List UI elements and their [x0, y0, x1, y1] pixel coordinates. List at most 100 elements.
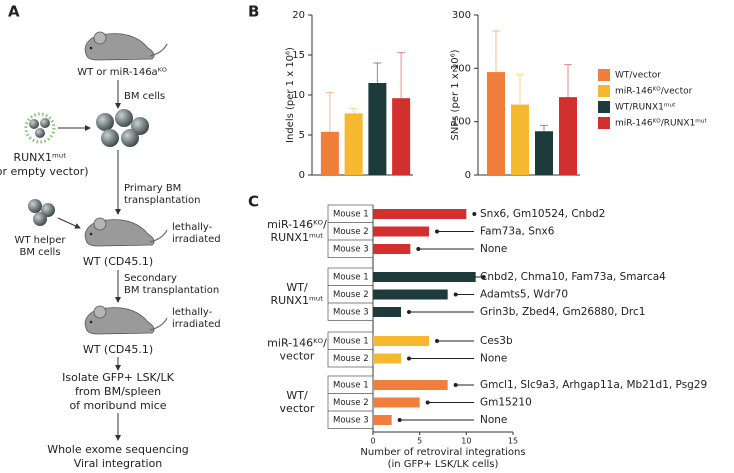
- gene-list: Adamts5, Wdr70: [480, 289, 568, 301]
- gene-list: Gm15210: [480, 397, 532, 409]
- gene-list: Snx6, Gm10524, Cnbd2: [480, 208, 605, 220]
- label: WT helper: [14, 235, 66, 246]
- group-label: WT/: [286, 281, 308, 294]
- group-label: RUNX1ᵐᵘᵗ: [270, 294, 323, 307]
- mouse-label: Mouse 1: [333, 210, 369, 220]
- y-tick-label: 200: [452, 63, 471, 74]
- x-tick-label: 15: [508, 437, 518, 446]
- bar: [373, 380, 448, 390]
- bar: [373, 209, 467, 219]
- bar: [373, 226, 429, 237]
- y-tick-label: 15: [292, 50, 305, 61]
- label: from BM/spleen: [75, 385, 161, 398]
- bar: [373, 336, 429, 346]
- bar: [535, 131, 553, 175]
- mouse-label: Mouse 2: [333, 398, 369, 408]
- label: Whole exome sequencing: [47, 443, 189, 456]
- legend-swatch: [598, 101, 610, 113]
- label: irradiated: [172, 319, 221, 330]
- mouse-label: Mouse 1: [333, 337, 369, 347]
- legend-label: miR-146ᴷᴼ/RUNX1ᵐᵘᵗ: [615, 119, 708, 129]
- x-axis-label: (in GFP+ LSK/LK cells): [388, 459, 499, 470]
- label: BM cells: [19, 247, 60, 258]
- label: Viral integration: [74, 457, 163, 470]
- label: WT or miR-146aᴷᴼ: [77, 67, 167, 78]
- mouse-label: Mouse 1: [333, 273, 369, 283]
- bar: [373, 307, 401, 317]
- virus-cells: [24, 112, 56, 144]
- panel-label: B: [248, 3, 259, 21]
- y-tick-label: 0: [299, 170, 305, 181]
- x-tick-label: 5: [417, 437, 422, 446]
- bar: [373, 353, 401, 364]
- x-tick-label: 10: [461, 437, 471, 446]
- mouse-label: Mouse 2: [333, 290, 369, 300]
- label: of moribund mice: [69, 399, 166, 412]
- mouse-label: Mouse 1: [333, 381, 369, 391]
- group-label: vector: [280, 349, 315, 362]
- label: (or empty vector): [0, 165, 89, 178]
- y-tick-label: 10: [292, 90, 305, 101]
- bar: [392, 98, 411, 175]
- label: lethally-: [172, 222, 213, 233]
- group-label: miR-146ᴷᴼ/: [267, 218, 327, 231]
- bar: [368, 83, 387, 175]
- mouse-label: Mouse 3: [333, 416, 369, 426]
- bar: [373, 397, 420, 408]
- legend-swatch: [598, 69, 610, 81]
- label: BM transplantation: [124, 285, 219, 296]
- mouse-label: Mouse 2: [333, 227, 369, 237]
- label: transplantation: [124, 195, 201, 206]
- label: Isolate GFP+ LSK/LK: [62, 371, 174, 384]
- bar: [511, 104, 529, 175]
- bar: [373, 272, 476, 282]
- panel-a: A WT or miR-146aᴷᴼ BM cells RUNX1ᵐᵘᵗ (or…: [0, 3, 221, 471]
- y-tick-label: 5: [299, 130, 305, 141]
- label: WT (CD45.1): [83, 255, 153, 268]
- mouse-label: Mouse 2: [333, 354, 369, 364]
- label: Secondary: [124, 273, 177, 284]
- legend-label: miR-146ᴷᴼ/vector: [615, 87, 693, 97]
- y-tick-label: 0: [465, 170, 471, 181]
- group-label: vector: [280, 402, 315, 415]
- gene-list: Grin3b, Zbed4, Gm26880, Drc1: [480, 306, 645, 318]
- gene-list: Fam73a, Snx6: [480, 226, 555, 238]
- label: Primary BM: [124, 183, 181, 194]
- gene-list: Cnbd2, Chma10, Fam73a, Smarca4: [480, 271, 666, 283]
- panel-label: C: [248, 193, 259, 211]
- mouse-icon: [84, 31, 168, 61]
- gene-list: None: [480, 243, 507, 255]
- legend-swatch: [598, 117, 610, 129]
- label: RUNX1ᵐᵘᵗ: [13, 151, 66, 164]
- bar: [373, 289, 448, 300]
- gene-list: Ces3b: [480, 335, 513, 347]
- label: lethally-: [172, 307, 213, 318]
- mouse-icon: [84, 217, 168, 247]
- y-tick-label: 300: [452, 10, 471, 21]
- mouse-label: Mouse 3: [333, 245, 369, 255]
- legend-label: WT/RUNX1ᵐᵘᵗ: [615, 103, 676, 113]
- group-label: miR-146ᴷᴼ/: [267, 336, 327, 349]
- bar: [344, 113, 363, 175]
- legend-label: WT/vector: [615, 71, 661, 81]
- y-tick-label: 100: [452, 117, 471, 128]
- helper-cells: [28, 199, 55, 226]
- gene-list: None: [480, 353, 507, 365]
- mouse-icon: [84, 305, 168, 335]
- x-axis-label: Number of retroviral integrations: [360, 447, 525, 458]
- x-tick-label: 0: [370, 437, 375, 446]
- y-axis-label: SNPs (per 1 x 10⁶): [450, 49, 461, 140]
- bar: [373, 415, 392, 425]
- arrow: [57, 217, 81, 229]
- label: irradiated: [172, 234, 221, 245]
- label: WT (CD45.1): [83, 343, 153, 356]
- bar: [320, 131, 339, 175]
- bar: [487, 72, 505, 175]
- mouse-label: Mouse 3: [333, 308, 369, 318]
- bar: [559, 97, 577, 175]
- gene-list: None: [480, 414, 507, 426]
- panel-label: A: [8, 3, 20, 21]
- gene-list: Gmcl1, Slc9a3, Arhgap11a, Mb21d1, Psg29: [480, 379, 707, 391]
- bar: [373, 244, 411, 254]
